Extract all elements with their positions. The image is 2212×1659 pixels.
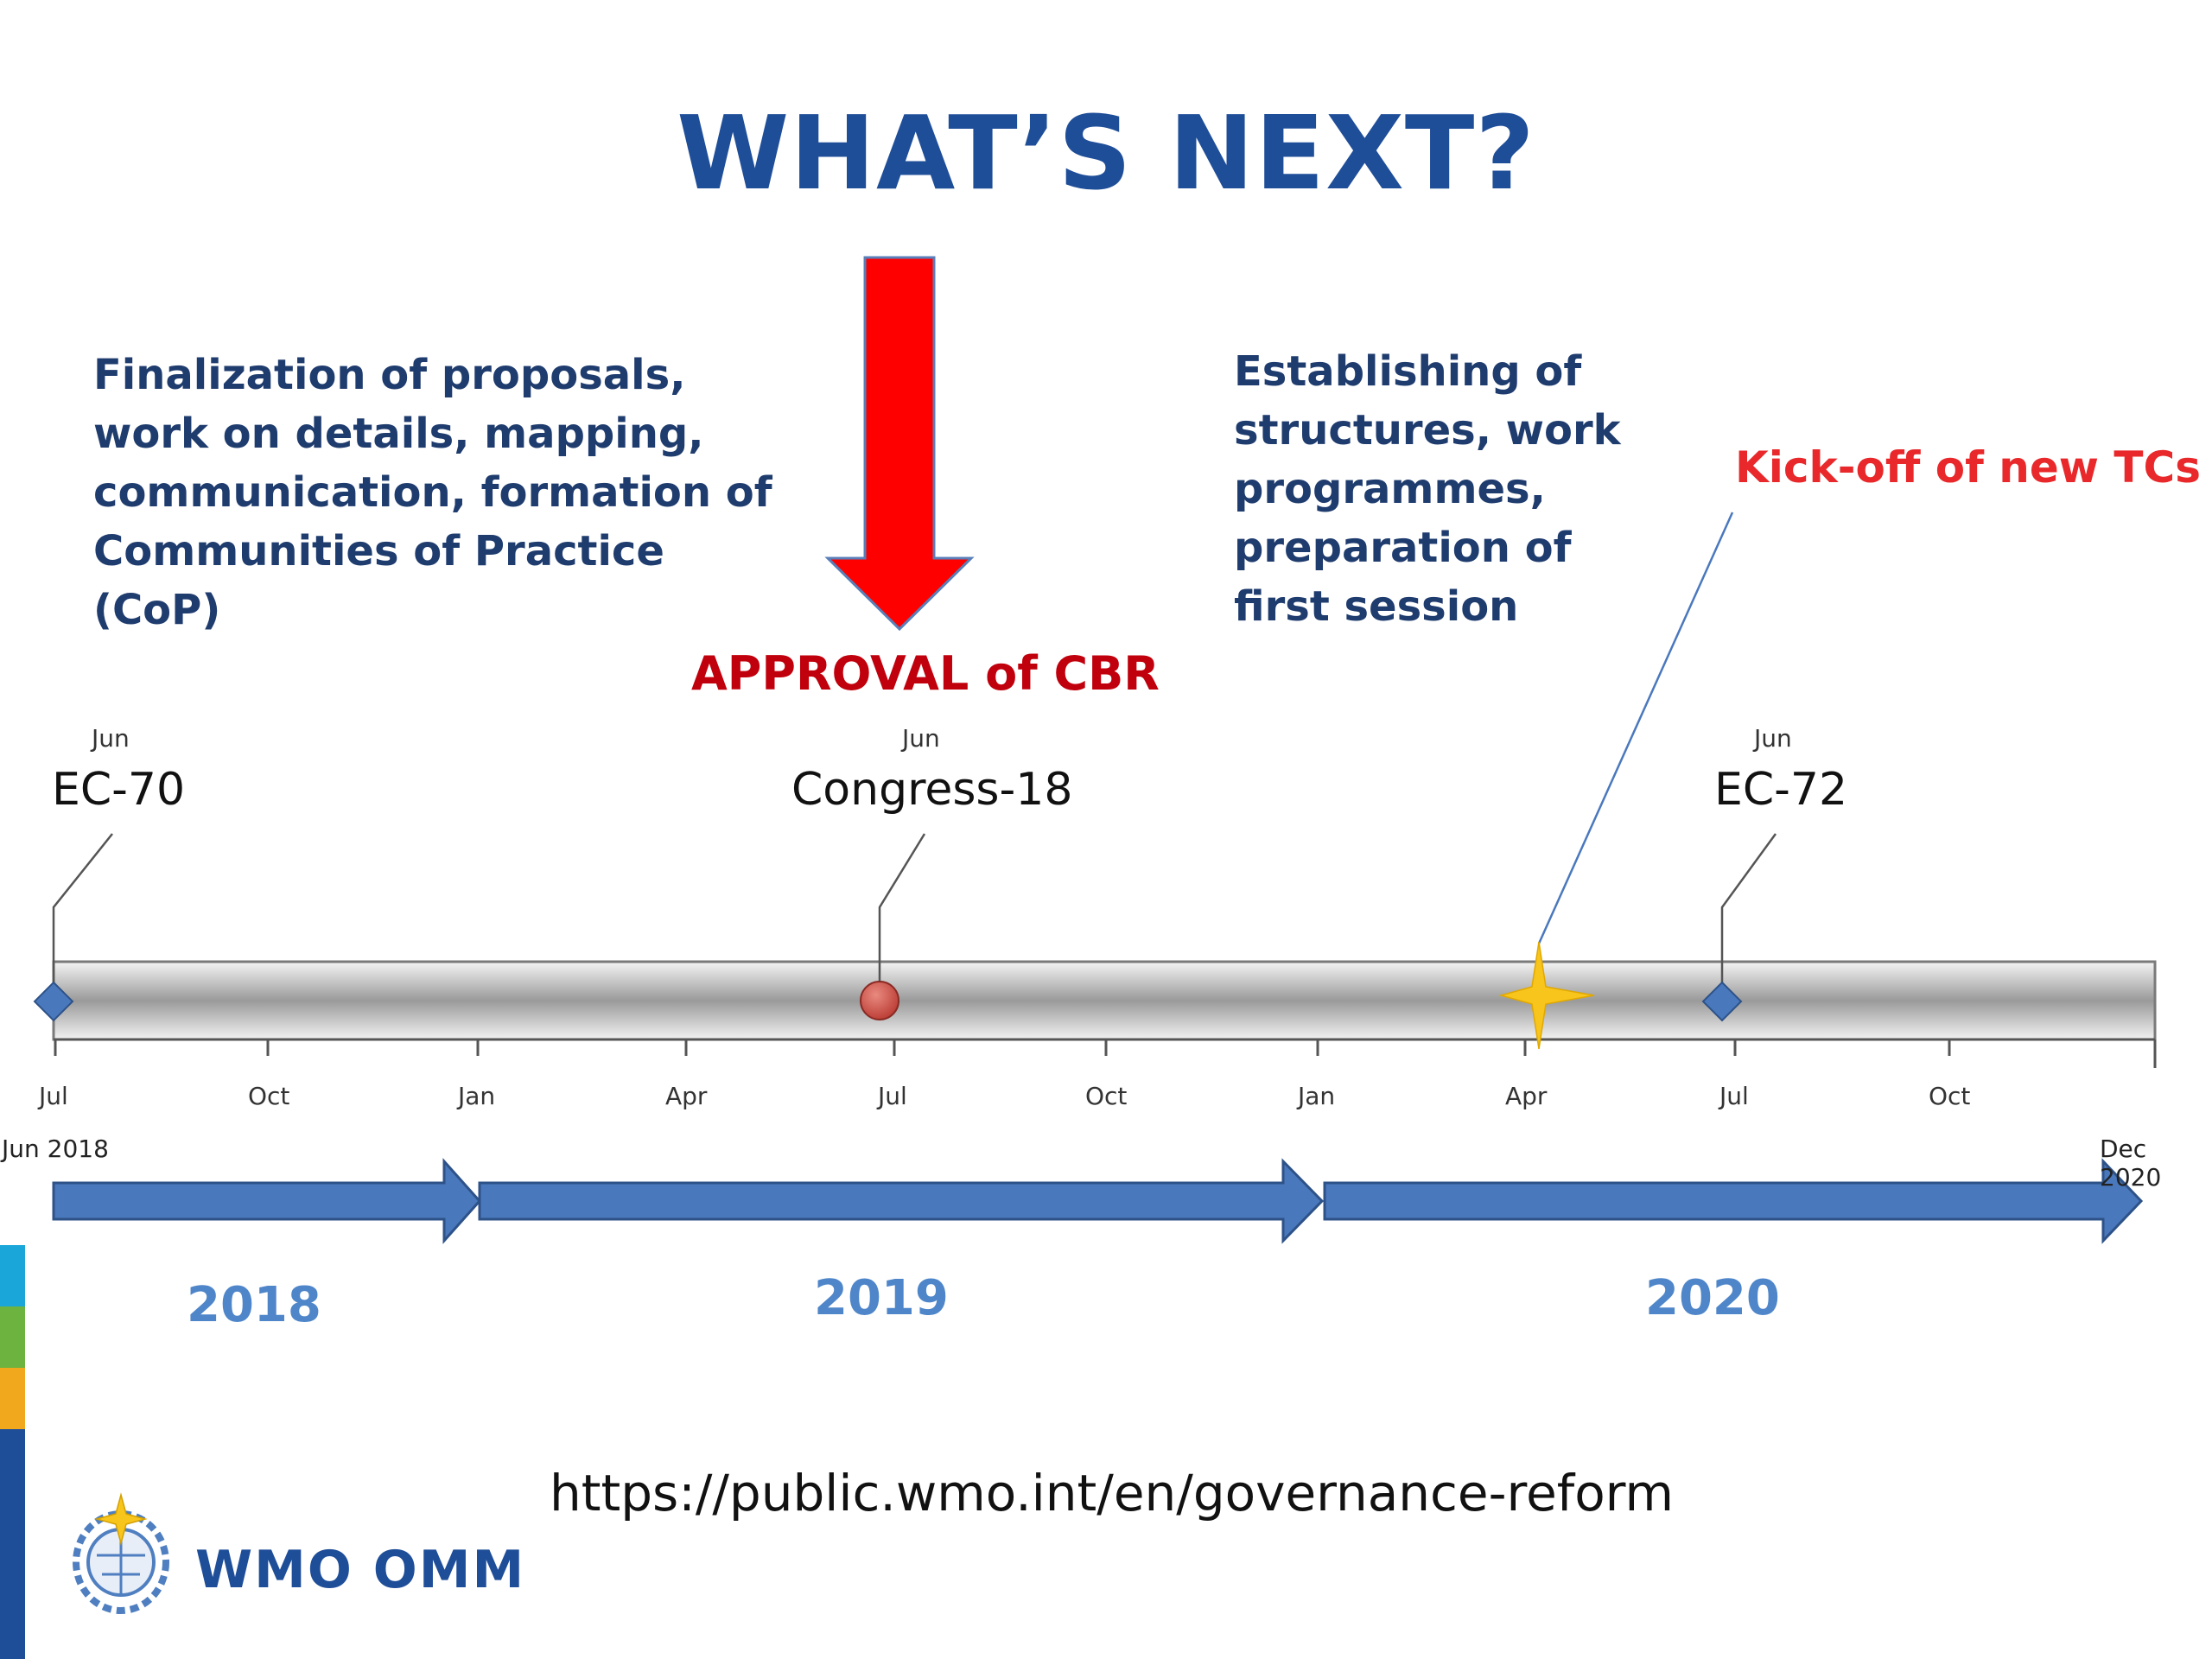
stripe-cyan bbox=[0, 1245, 25, 1306]
ec70-month: Jun bbox=[92, 724, 130, 753]
note-line: communication, formation of bbox=[93, 468, 772, 517]
ec72-month: Jun bbox=[1754, 724, 1792, 753]
tick-label: Oct bbox=[1929, 1082, 1971, 1110]
reference-url[interactable]: https://public.wmo.int/en/governance-ref… bbox=[550, 1464, 1675, 1522]
congress-label: Congress-18 bbox=[791, 764, 1073, 816]
congress-month: Jun bbox=[902, 724, 940, 753]
tick-label: Jan bbox=[458, 1082, 496, 1110]
note-line: first session bbox=[1234, 582, 1519, 631]
note-line: Establishing of bbox=[1234, 347, 1582, 396]
year-arrow-2020 bbox=[1323, 1158, 2144, 1244]
note-line: structures, work bbox=[1234, 406, 1621, 454]
year-label-2018: 2018 bbox=[187, 1277, 321, 1333]
wmo-logo-text: WMO OMM bbox=[195, 1540, 526, 1600]
note-line: preparation of bbox=[1234, 524, 1572, 572]
year-label-2019: 2019 bbox=[814, 1270, 949, 1326]
ec72-diamond-marker bbox=[1701, 981, 1743, 1022]
tick-label: Jul bbox=[39, 1082, 68, 1110]
ec72-label: EC-72 bbox=[1714, 764, 1848, 816]
ec70-diamond-marker bbox=[33, 981, 74, 1022]
tick-label: Apr bbox=[665, 1082, 708, 1110]
year-arrow-2018 bbox=[52, 1158, 482, 1244]
range-end-label: Dec 2020 bbox=[2100, 1135, 2162, 1192]
timeline-band bbox=[52, 960, 2157, 1041]
page-title: WHAT’S NEXT? bbox=[677, 93, 1535, 213]
congress-circle-marker bbox=[860, 981, 899, 1020]
tick-label: Apr bbox=[1505, 1082, 1548, 1110]
note-line: Communities of Practice (CoP) bbox=[93, 527, 664, 634]
stripe-green bbox=[0, 1306, 25, 1368]
year-label-2020: 2020 bbox=[1645, 1270, 1780, 1326]
congress-leader-line bbox=[878, 833, 926, 985]
year-arrow-2019 bbox=[478, 1158, 1325, 1244]
ec72-leader-line bbox=[1720, 833, 1777, 1002]
approval-down-arrow bbox=[824, 256, 975, 632]
timeline-ticks bbox=[54, 1039, 2157, 1068]
note-line: Finalization of proposals, bbox=[93, 351, 686, 399]
kickoff-leader-line bbox=[1537, 512, 1734, 944]
ec70-label: EC-70 bbox=[52, 764, 186, 816]
kickoff-label: Kick-off of new TCs bbox=[1735, 442, 2201, 493]
tick-label: Jan bbox=[1298, 1082, 1336, 1110]
stripe-orange bbox=[0, 1368, 25, 1429]
note-line: programmes, bbox=[1234, 465, 1546, 513]
stripe-blue bbox=[0, 1429, 25, 1659]
range-start-label: Jun 2018 bbox=[2, 1135, 109, 1163]
kickoff-star-marker bbox=[1498, 941, 1595, 1050]
tick-label: Jul bbox=[1719, 1082, 1749, 1110]
tick-label: Jul bbox=[878, 1082, 907, 1110]
note-establishing: Establishing of structures, work program… bbox=[1234, 342, 1683, 636]
tick-label: Oct bbox=[1085, 1082, 1128, 1110]
note-finalization: Finalization of proposals, work on detai… bbox=[93, 346, 802, 639]
tick-label: Oct bbox=[248, 1082, 290, 1110]
wmo-emblem-icon bbox=[73, 1492, 169, 1614]
note-line: work on details, mapping, bbox=[93, 410, 704, 458]
ec70-leader-line bbox=[52, 833, 113, 1002]
approval-label: APPROVAL of CBR bbox=[691, 646, 1160, 701]
